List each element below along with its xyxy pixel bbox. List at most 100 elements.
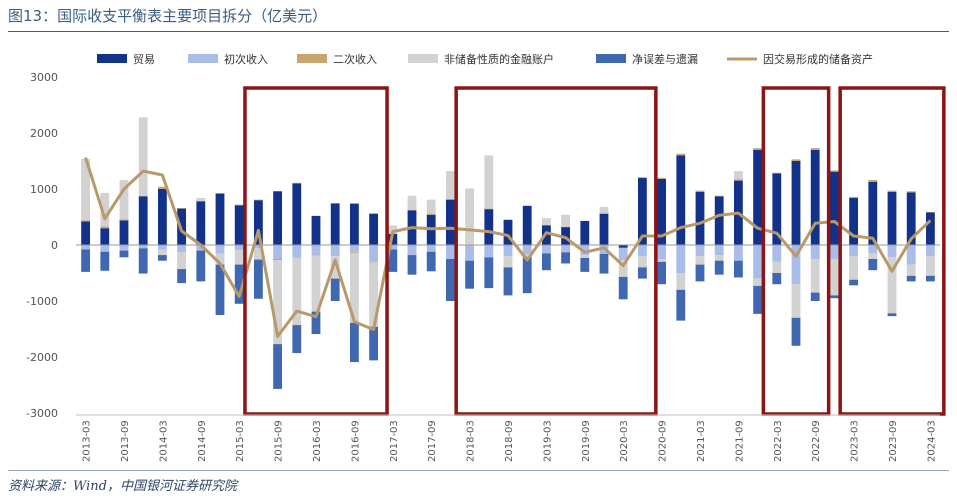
bar-primary_income [829,245,839,259]
chart-svg: 贸易 初次收入 二次收入 非储备性质的金融账户 净误差与遗漏 因交易形成的储备资产 300… [26,52,946,462]
bar-errors [829,295,839,299]
legend-label-reserves: 因交易形成的储备资产 [763,52,873,66]
bar-financial [465,188,475,245]
bar-secondary_income [829,170,839,172]
bar-errors [426,251,436,272]
bar-secondary_income [925,211,935,213]
x-tick-label: 2019-03 [542,420,553,462]
x-tick-label: 2017-09 [427,420,438,462]
source-divider [8,470,949,471]
bar-secondary_income [522,253,532,254]
bar-errors [311,311,321,335]
bar-errors [906,275,916,282]
bar-errors [925,275,935,282]
bar-financial [522,253,532,257]
bar-financial [657,259,667,262]
bar-errors [273,344,283,389]
bar-trade [330,203,340,245]
bar-secondary_income [349,251,359,253]
y-tick-label: -1000 [26,295,58,308]
y-tick-label: -2000 [26,351,58,364]
bar-trade [580,220,590,245]
bar-errors [234,264,244,304]
bar-primary_income [676,245,686,273]
bar-trade [887,191,897,245]
legend-swatch-errors [596,54,626,63]
bar-financial [234,250,244,265]
bar-trade [772,173,782,245]
bar-trade [138,196,148,245]
bar-financial [157,249,167,256]
bar-secondary_income [714,195,724,197]
bar-secondary_income [330,203,340,204]
bar-primary_income [349,245,359,252]
x-tick-label: 2021-09 [734,420,745,462]
bar-financial [580,255,590,258]
bar-primary_income [292,245,302,258]
x-tick-label: 2019-09 [581,420,592,462]
bar-financial [445,171,455,200]
bar-errors [407,255,417,275]
bar-errors [618,276,628,300]
bar-trade [906,192,916,245]
bar-primary_income [637,245,647,257]
bar-trade [503,219,513,245]
bar-primary_income [465,245,475,261]
bar-primary_income [426,245,436,252]
bar-secondary_income [887,190,897,192]
bar-errors [253,259,263,299]
legend-swatch-financial [408,54,438,63]
bar-primary_income [273,245,283,259]
bar-errors [733,260,743,278]
bar-primary_income [234,245,244,251]
bar-financial [484,155,494,209]
y-tick-label: 0 [51,239,58,252]
bar-errors [753,285,763,314]
bar-trade [157,189,167,245]
bar-trade [753,149,763,245]
bar-secondary_income [81,220,91,222]
bar-trade [791,161,801,245]
bar-trade [484,209,494,245]
bar-secondary_income [426,213,436,215]
chart-title: 图13：国际收支平衡表主要项目拆分（亿美元） [8,7,328,25]
bar-trade [849,197,859,245]
legend-label-financial: 非储备性质的金融账户 [444,52,554,66]
bar-errors [465,260,475,289]
legend-swatch-secondary_income [297,54,327,63]
bar-trade [618,245,628,248]
bar-financial [503,256,513,268]
bar-financial [676,273,686,290]
legend-label-errors: 净误差与遗漏 [632,52,698,66]
bar-trade [81,221,91,245]
highlight-box [243,86,389,416]
bar-primary_income [503,245,513,257]
x-tick-label: 2020-03 [619,420,630,462]
bar-financial [273,260,283,345]
bar-secondary_income [561,251,571,253]
bar-secondary_income [657,177,667,179]
bar-financial [215,253,225,265]
bar-primary_income [810,245,820,259]
x-tick-label: 2013-03 [82,420,93,462]
bar-financial [829,259,839,296]
bar-errors [810,292,820,301]
bar-secondary_income [810,148,820,150]
bar-trade [657,178,667,245]
bar-primary_income [695,245,705,257]
bar-trade [369,213,379,245]
bar-trade [810,149,820,245]
bar-trade [445,199,455,245]
line-reserves [84,157,932,338]
bar-errors [849,279,859,286]
bar-primary_income [714,245,724,256]
bar-financial [407,195,417,210]
bar-trade [311,215,321,245]
bar-financial [388,225,398,234]
bar-errors [119,250,129,258]
bar-primary_income [541,245,551,254]
bar-primary_income [157,245,167,250]
bar-errors [138,248,148,274]
bar-primary_income [925,245,935,257]
bar-primary_income [119,245,129,251]
